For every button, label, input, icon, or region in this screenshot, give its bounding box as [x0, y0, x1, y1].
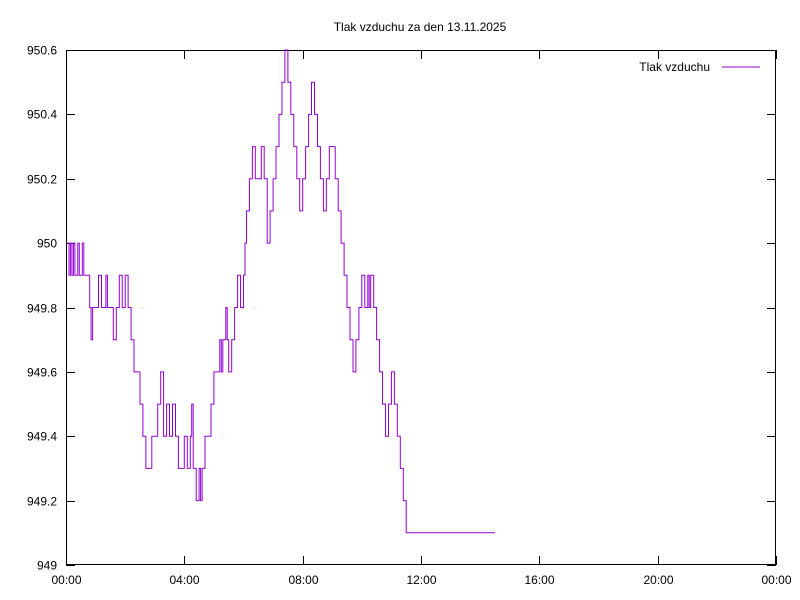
- legend: Tlak vzduchu: [639, 60, 760, 74]
- chart-title: Tlak vzduchu za den 13.11.2025: [334, 20, 507, 34]
- x-tick-label: 00:00: [51, 573, 81, 587]
- x-tick-label: 04:00: [169, 573, 199, 587]
- series-line-tlak-vzduchu: [66, 49, 495, 534]
- y-tick-label: 949.8: [27, 302, 57, 316]
- y-tick-label: 949.4: [27, 430, 57, 444]
- y-tick-label: 950.6: [27, 44, 57, 58]
- x-tick-label: 00:00: [761, 573, 791, 587]
- x-tick-label: 20:00: [643, 573, 673, 587]
- x-tick-label: 12:00: [406, 573, 436, 587]
- x-axis: 00:00 04:00 08:00 12:00 16:00 20:00 00:00: [51, 50, 792, 587]
- series-layer: [66, 49, 495, 534]
- y-tick-label: 950.2: [27, 173, 57, 187]
- x-tick-label: 16:00: [524, 573, 554, 587]
- y-tick-label: 950: [37, 237, 57, 251]
- x-tick-label: 08:00: [288, 573, 318, 587]
- legend-label: Tlak vzduchu: [639, 60, 710, 74]
- y-tick-label: 949: [37, 559, 57, 573]
- y-tick-label: 949.6: [27, 366, 57, 380]
- y-axis: 949 949.2 949.4 949.6 949.8 950 950.2 950.4 950.…: [27, 44, 776, 573]
- y-tick-label: 950.4: [27, 108, 57, 122]
- plot-area-border: [66, 50, 776, 565]
- y-tick-label: 949.2: [27, 495, 57, 509]
